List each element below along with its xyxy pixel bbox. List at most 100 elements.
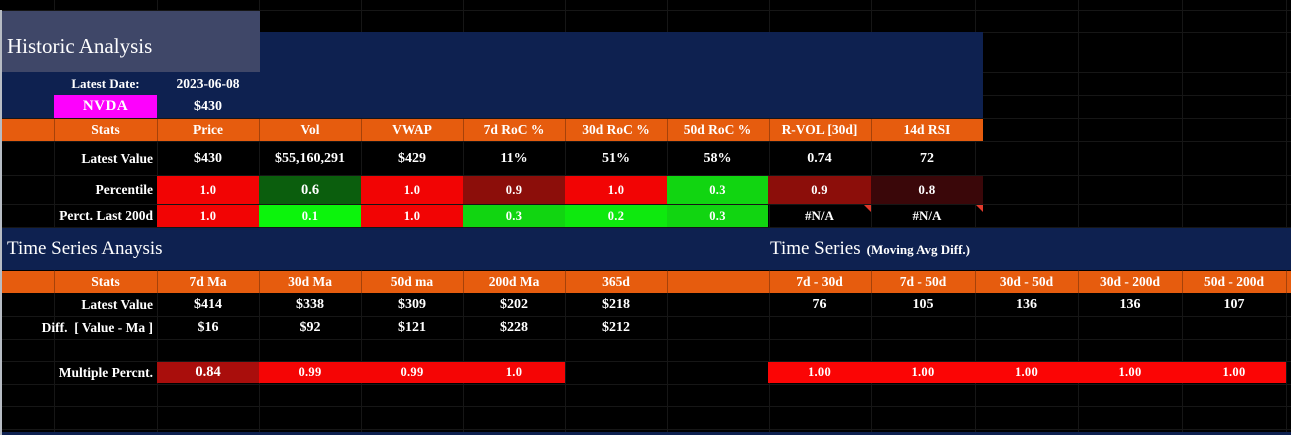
ts-header-30d-ma: 30d Ma bbox=[288, 274, 332, 289]
ts-latest-cell[interactable]: 105 bbox=[912, 297, 934, 312]
ts-latest-cell[interactable]: 76 bbox=[812, 297, 827, 312]
gridline-h bbox=[0, 406, 1291, 407]
latest-date-value[interactable]: 2023-06-08 bbox=[176, 75, 240, 91]
p200-cell[interactable]: 1.0 bbox=[157, 205, 259, 227]
stats-header-7d-roc: 7d RoC % bbox=[483, 122, 545, 137]
latest-value-cell[interactable]: 51% bbox=[602, 150, 630, 166]
column-separator bbox=[54, 271, 55, 293]
na-corner-triangle bbox=[976, 205, 983, 212]
gridline-h bbox=[0, 175, 1291, 176]
ts-diff-cell[interactable]: $121 bbox=[398, 319, 426, 335]
column-separator bbox=[565, 119, 566, 141]
percentile-cell[interactable]: 1.0 bbox=[157, 176, 259, 204]
ts-diff-cell[interactable]: $16 bbox=[197, 319, 219, 335]
ts-latest-cell[interactable]: $309 bbox=[398, 297, 426, 312]
gridline-h bbox=[0, 227, 1291, 228]
latest-value-cell[interactable]: $429 bbox=[398, 150, 426, 166]
na-cell[interactable]: #N/A bbox=[871, 205, 983, 227]
multiple-percnt-cell[interactable]: 0.84 bbox=[157, 362, 259, 383]
percentile-cell[interactable]: 0.9 bbox=[463, 176, 565, 204]
column-separator bbox=[463, 271, 464, 293]
ts-header-30d-50d: 30d - 50d bbox=[999, 274, 1054, 289]
multiple-percnt-cell[interactable]: 0.99 bbox=[259, 362, 361, 383]
latest-value-cell[interactable]: $55,160,291 bbox=[275, 150, 345, 166]
ts-header-7d-30d: 7d - 30d bbox=[796, 274, 843, 289]
p200-cell[interactable]: 0.2 bbox=[565, 205, 667, 227]
ts-diff-cell[interactable]: $92 bbox=[299, 319, 321, 335]
na-cell[interactable]: #N/A bbox=[768, 205, 871, 227]
sheet-left-edge bbox=[0, 10, 2, 435]
ts-latest-cell[interactable]: 107 bbox=[1223, 297, 1245, 312]
column-separator bbox=[361, 119, 362, 141]
multiple-percnt-cell[interactable]: 0.99 bbox=[361, 362, 463, 383]
column-separator bbox=[259, 119, 260, 141]
column-separator bbox=[871, 119, 872, 141]
column-separator bbox=[54, 119, 55, 141]
gridline-h bbox=[0, 316, 1291, 317]
timeseries-title-wrap: Time Series Anaysis bbox=[7, 228, 163, 270]
multiple-percnt-cell[interactable]: 1.00 bbox=[768, 362, 871, 383]
multiple-percnt-row-label: Multiple Percnt. bbox=[58, 364, 153, 380]
percentile-cell[interactable]: 0.9 bbox=[768, 176, 871, 204]
bottom-section-edge bbox=[0, 432, 1291, 435]
gridline-h bbox=[0, 118, 1291, 119]
percentile-cell[interactable]: 1.0 bbox=[565, 176, 667, 204]
multiple-percnt-cell[interactable]: 1.00 bbox=[871, 362, 975, 383]
ts-diff-cell[interactable]: $228 bbox=[500, 319, 528, 335]
gridline-h bbox=[0, 141, 1291, 142]
historic-analysis-panel: Historic Analysis bbox=[0, 11, 260, 72]
ts-diff-cell[interactable]: $212 bbox=[602, 319, 630, 335]
stats-header-vol: Vol bbox=[300, 122, 320, 137]
latest-value-cell[interactable]: 58% bbox=[703, 150, 732, 166]
column-separator bbox=[157, 271, 158, 293]
column-separator bbox=[565, 271, 566, 293]
latest-value-cell[interactable]: 0.74 bbox=[807, 150, 832, 166]
multiple-percnt-cell[interactable]: 1.00 bbox=[975, 362, 1078, 383]
percentile-cell[interactable]: 0.6 bbox=[259, 176, 361, 204]
multiple-percnt-cell[interactable]: 1.00 bbox=[1182, 362, 1286, 383]
column-separator bbox=[259, 271, 260, 293]
column-separator bbox=[667, 271, 668, 293]
column-separator bbox=[463, 119, 464, 141]
column-separator bbox=[1078, 271, 1079, 293]
gridline-h bbox=[0, 429, 1291, 430]
stats-header-30d-roc: 30d RoC % bbox=[582, 122, 650, 137]
stats-header-14d-rsi: 14d RSI bbox=[903, 122, 951, 137]
multiple-percnt-cell[interactable]: 1.0 bbox=[463, 362, 565, 383]
na-text: #N/A bbox=[805, 208, 834, 223]
ts-latest-cell[interactable]: $338 bbox=[296, 297, 324, 312]
ts-diff-row-label: Diff. [ Value - Ma ] bbox=[41, 319, 153, 335]
percentile-cell[interactable]: 0.8 bbox=[871, 176, 983, 204]
p200-cell[interactable]: 0.3 bbox=[463, 205, 565, 227]
gridline-v bbox=[54, 0, 55, 435]
gridline-h bbox=[0, 384, 1291, 385]
p200-row-label: Perct. Last 200d bbox=[59, 208, 153, 223]
timeseries-navy-band bbox=[0, 228, 1291, 270]
ts-latest-cell[interactable]: 136 bbox=[1119, 297, 1141, 312]
latest-value-cell[interactable]: $430 bbox=[194, 150, 222, 166]
ts-latest-cell[interactable]: $218 bbox=[602, 297, 630, 312]
ticker-price-cell[interactable]: $430 bbox=[194, 98, 222, 114]
latest-date-label: Latest Date: bbox=[71, 75, 140, 91]
gridline-h bbox=[0, 339, 1291, 340]
ts-header-50d-ma: 50d ma bbox=[390, 274, 434, 289]
ts-header-200d-ma: 200d Ma bbox=[488, 274, 540, 289]
latest-value-cell[interactable]: 11% bbox=[500, 150, 528, 166]
ts-latest-cell[interactable]: $414 bbox=[194, 297, 222, 312]
ts-header-30d-200d: 30d - 200d bbox=[1099, 274, 1160, 289]
p200-cell[interactable]: 0.1 bbox=[259, 205, 361, 227]
ts-header-stats: Stats bbox=[91, 274, 120, 289]
percentile-cell[interactable]: 0.3 bbox=[667, 176, 768, 204]
latest-value-row-label: Latest Value bbox=[81, 150, 153, 166]
ticker-cell[interactable]: NVDA bbox=[54, 95, 157, 118]
ts-latest-cell[interactable]: $202 bbox=[500, 297, 528, 312]
latest-value-cell[interactable]: 72 bbox=[920, 150, 934, 166]
p200-cell[interactable]: 0.3 bbox=[667, 205, 768, 227]
stats-header-rvol: R-VOL [30d] bbox=[781, 122, 858, 137]
percentile-cell[interactable]: 1.0 bbox=[361, 176, 463, 204]
multiple-percnt-cell[interactable]: 1.00 bbox=[1078, 362, 1182, 383]
ts-latest-cell[interactable]: 136 bbox=[1016, 297, 1037, 312]
p200-cell[interactable]: 1.0 bbox=[361, 205, 463, 227]
gridline-v bbox=[975, 0, 976, 435]
